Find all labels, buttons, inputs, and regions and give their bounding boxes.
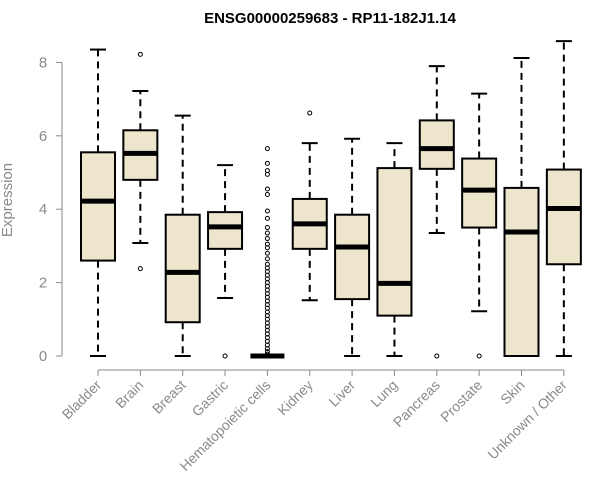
category-label: Kidney <box>274 377 316 419</box>
outlier-point <box>264 256 270 262</box>
box <box>545 168 582 266</box>
outlier-point <box>264 261 270 267</box>
y-axis-label: Expression <box>0 163 16 237</box>
box-lung <box>376 142 413 357</box>
box-liver <box>334 137 371 357</box>
box-skin <box>503 56 540 357</box>
box-brain <box>122 51 159 272</box>
y-tick-label: 6 <box>39 128 47 145</box>
outlier-point <box>264 241 270 247</box>
category-label: Brain <box>112 377 146 411</box>
category-label: Unknown / Other <box>484 377 570 463</box>
box-breast <box>164 114 201 357</box>
category-label: Bladder <box>59 377 105 423</box>
outlier-point <box>307 110 313 116</box>
category-label: Lung <box>367 377 400 410</box>
category-label: Skin <box>497 377 528 408</box>
outlier-point <box>264 225 270 231</box>
box <box>376 167 413 317</box>
box <box>80 151 116 262</box>
box <box>334 213 371 301</box>
outlier-point <box>264 250 270 256</box>
outlier-point <box>264 351 270 357</box>
box <box>164 213 201 324</box>
box-prostate <box>461 92 498 359</box>
y-tick-label: 4 <box>39 201 47 218</box>
outlier-point <box>264 168 270 174</box>
outlier-point <box>264 236 270 242</box>
box-bladder <box>80 48 116 357</box>
outlier-point <box>264 192 270 198</box>
outlier-point <box>222 353 228 359</box>
outlier-point <box>137 51 143 57</box>
box <box>418 119 455 170</box>
outlier-point <box>264 349 270 355</box>
axes: 0 2 4 6 8 <box>39 54 565 376</box>
outlier-point <box>434 353 440 359</box>
category-label: Prostate <box>437 377 485 425</box>
outlier-point <box>264 215 270 221</box>
outlier-point <box>137 266 143 272</box>
box <box>461 157 498 229</box>
chart-title: ENSG00000259683 - RP11-182J1.14 <box>204 10 457 27</box>
box-kidney <box>291 110 328 302</box>
box-pancreas <box>418 65 455 359</box>
box-gastric <box>207 164 244 359</box>
category-label: Breast <box>149 377 189 417</box>
outlier-point <box>264 208 270 214</box>
y-tick-label: 8 <box>39 54 47 71</box>
box-unknown-other <box>545 40 582 357</box>
outlier-point <box>476 353 482 359</box>
outlier-point <box>264 146 270 152</box>
y-tick-label: 0 <box>39 348 47 365</box>
outlier-point <box>264 160 270 166</box>
box <box>207 211 244 250</box>
box-hematopoietic-cells <box>250 146 285 359</box>
category-label: Liver <box>325 377 358 410</box>
plot-area <box>80 40 582 359</box>
outlier-point <box>264 230 270 236</box>
box <box>503 186 540 357</box>
category-label: Pancreas <box>390 377 443 430</box>
y-tick-label: 2 <box>39 275 47 292</box>
outlier-point <box>264 186 270 192</box>
